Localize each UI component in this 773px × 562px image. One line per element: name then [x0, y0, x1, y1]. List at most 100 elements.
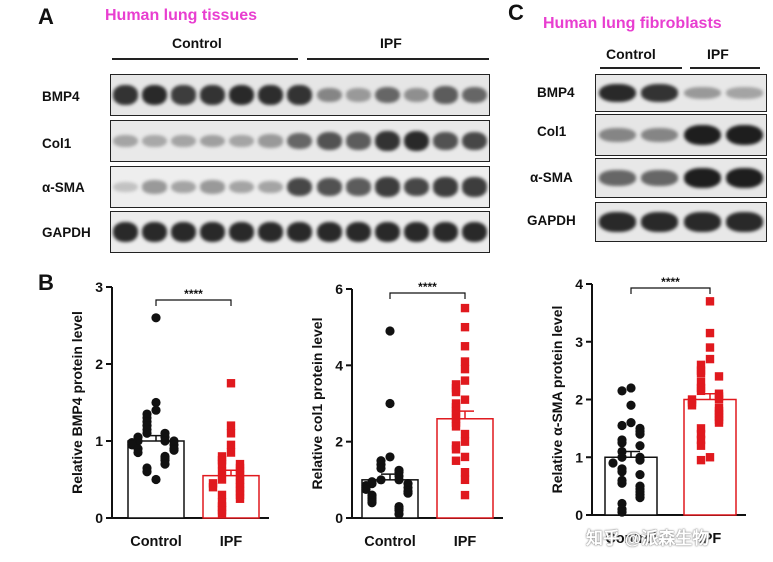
blot-band: [345, 88, 371, 102]
panel-c-row-gapdh: GAPDH: [527, 213, 576, 228]
panel-a-control-line: [112, 58, 298, 60]
blot-band: [171, 180, 197, 194]
y-tick-label: 4: [335, 357, 343, 373]
blot-band: [683, 124, 721, 146]
panel-a-title: Human lung tissues: [105, 7, 258, 24]
blot-band: [683, 212, 721, 232]
data-point-ipf: [696, 435, 706, 445]
data-point-ipf: [460, 468, 470, 477]
panel-b-letter: B: [38, 270, 54, 295]
blot-band: [113, 134, 139, 148]
blot-band: [287, 85, 313, 105]
blot-band: [432, 132, 458, 150]
data-point-ipf: [705, 297, 715, 306]
data-point-ipf: [217, 475, 227, 484]
data-point-ipf: [460, 322, 470, 332]
panel-c-blot-gapdh: [595, 202, 767, 242]
significance-stars: ****: [661, 275, 680, 289]
data-point-control: [635, 429, 645, 439]
data-point-ipf: [226, 421, 236, 430]
blot-band: [229, 221, 255, 243]
data-point-ipf: [705, 343, 715, 352]
blot-band: [258, 84, 284, 106]
panel-c-letter: C: [508, 0, 524, 25]
blot-band: [726, 124, 764, 146]
chart-2: 0 2 4 6 Relative col1 protein level Control IP…: [309, 280, 503, 550]
category-label-ipf: IPF: [699, 531, 722, 547]
data-point-ipf: [217, 467, 227, 476]
data-point-ipf: [226, 448, 236, 457]
panel-a-row-asma: α-SMA: [42, 180, 85, 195]
data-point-control: [635, 455, 645, 465]
data-point-control: [635, 469, 645, 480]
blot-band: [316, 221, 342, 243]
data-point-control: [385, 452, 395, 462]
data-point-control: [385, 326, 395, 336]
y-tick-label: 0: [95, 510, 103, 526]
y-tick-label: 0: [335, 510, 343, 526]
data-point-ipf: [460, 364, 470, 374]
blot-band: [142, 84, 168, 106]
data-point-control: [626, 400, 636, 410]
blot-band: [683, 168, 721, 188]
panel-c-row-bmp4: BMP4: [537, 85, 575, 100]
data-point-control: [626, 383, 636, 393]
blot-band: [726, 212, 764, 232]
panel-c-row-col1: Col1: [537, 124, 567, 139]
blot-band: [200, 221, 226, 243]
data-point-ipf: [235, 494, 245, 503]
panel-c-ipf-label: IPF: [707, 46, 729, 62]
data-point-ipf: [451, 387, 461, 397]
blot-band: [432, 177, 458, 197]
y-tick-label: 3: [575, 334, 583, 350]
y-tick-label: 3: [95, 279, 103, 295]
blot-band: [142, 134, 168, 148]
y-tick-label: 4: [575, 276, 583, 292]
blot-band: [200, 134, 226, 148]
data-point-ipf: [460, 452, 470, 462]
blot-band: [229, 134, 255, 148]
panel-c-blot-col1: [595, 114, 767, 156]
data-point-control: [617, 452, 627, 462]
y-tick-label: 2: [575, 392, 583, 408]
panel-a-blot-gapdh: [110, 211, 490, 253]
data-point-ipf: [217, 509, 227, 519]
blot-band: [287, 221, 313, 243]
blot-band: [726, 87, 764, 99]
data-point-control: [617, 507, 627, 517]
data-point-ipf: [696, 429, 706, 439]
panel-c-blot-asma: [595, 158, 767, 198]
data-point-ipf: [451, 445, 461, 454]
data-point-ipf: [460, 395, 470, 404]
panel-c-title: Human lung fibroblasts: [543, 15, 722, 32]
blot-band: [403, 221, 429, 243]
category-label-ipf: IPF: [220, 534, 243, 550]
blot-band: [683, 87, 721, 99]
blot-band: [403, 88, 429, 102]
blot-band: [374, 221, 400, 243]
blot-band: [598, 170, 636, 186]
data-point-control: [169, 445, 179, 455]
data-point-ipf: [714, 372, 724, 381]
data-point-ipf: [696, 441, 706, 450]
panel-a-row-gapdh: GAPDH: [42, 225, 91, 240]
y-tick-label: 2: [335, 434, 343, 450]
data-point-ipf: [451, 456, 461, 465]
data-point-ipf: [696, 369, 706, 378]
data-point-control: [617, 478, 627, 488]
panel-c-control-line: [600, 67, 682, 69]
blot-band: [598, 83, 636, 103]
y-tick-label: 6: [335, 281, 343, 297]
data-point-control: [151, 397, 161, 408]
data-point-control: [376, 475, 386, 485]
data-point-ipf: [208, 483, 218, 492]
blot-band: [461, 86, 487, 104]
data-point-ipf: [460, 376, 470, 385]
blot-band: [113, 85, 139, 105]
category-label-control: Control: [605, 531, 657, 547]
panel-a-letter: A: [38, 4, 54, 29]
data-point-control: [608, 458, 618, 468]
blot-band: [598, 212, 636, 232]
panel-c-control-label: Control: [606, 46, 656, 62]
blot-band: [641, 212, 679, 232]
